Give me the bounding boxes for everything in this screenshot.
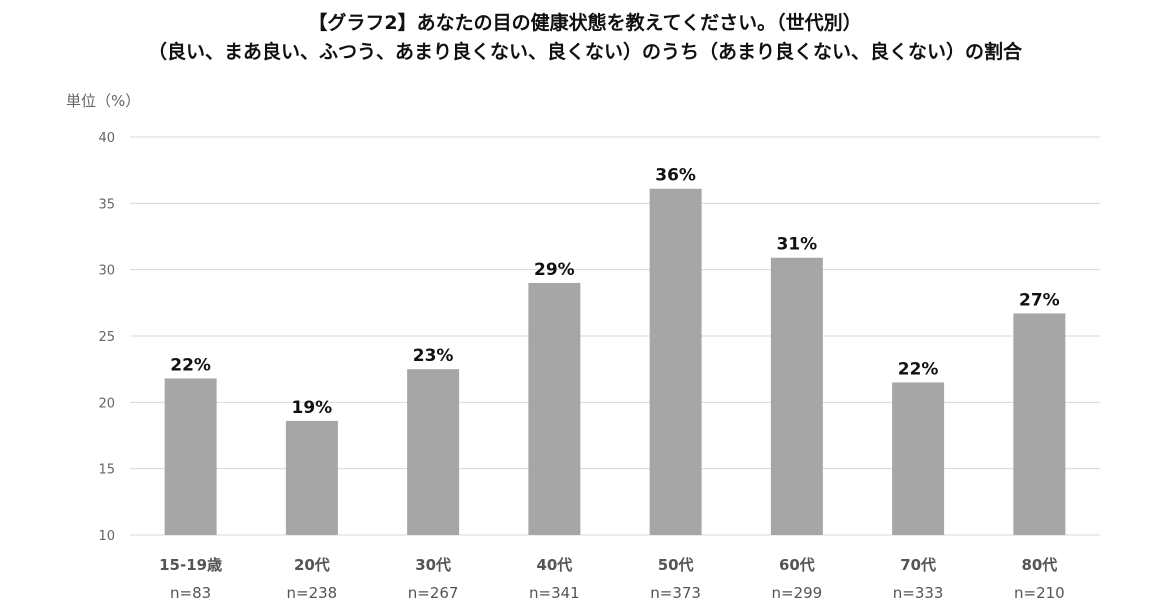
- chart-subtitle: （良い、まあ良い、ふつう、あまり良くない、良くない）のうち（あまり良くない、良く…: [147, 41, 1022, 63]
- data-label: 29%: [534, 260, 575, 280]
- bar: [528, 282, 581, 535]
- data-label: 19%: [292, 398, 333, 418]
- y-tick-label: 10: [98, 529, 115, 544]
- y-tick-label: 15: [98, 463, 115, 478]
- bar: [649, 188, 702, 536]
- sample-size-label: n=299: [772, 584, 823, 602]
- data-label: 36%: [655, 166, 696, 186]
- x-tick-label: 40代: [536, 556, 572, 574]
- data-label: 22%: [170, 355, 211, 375]
- x-tick-label: 30代: [415, 556, 451, 574]
- sample-size-label: n=238: [287, 584, 338, 602]
- y-tick-label: 30: [98, 264, 115, 279]
- sample-size-label: n=341: [529, 584, 580, 602]
- sample-size-label: n=373: [650, 584, 701, 602]
- x-tick-label: 70代: [900, 556, 936, 574]
- y-tick-label: 40: [98, 131, 115, 146]
- x-tick-label: 15-19歳: [159, 556, 222, 574]
- y-tick-label: 35: [98, 197, 115, 212]
- bar: [770, 257, 823, 535]
- bar: [407, 369, 460, 535]
- x-tick-label: 20代: [294, 556, 330, 574]
- chart-title: 【グラフ2】あなたの目の健康状態を教えてください。（世代別）: [308, 12, 862, 34]
- bar: [892, 382, 945, 535]
- data-label: 27%: [1019, 290, 1060, 310]
- x-tick-label: 60代: [779, 556, 815, 574]
- bar: [164, 378, 217, 535]
- y-axis-label: 単位（%）: [66, 92, 141, 110]
- bar: [1013, 313, 1066, 535]
- sample-size-label: n=83: [170, 584, 211, 602]
- y-tick-label: 20: [98, 396, 115, 411]
- y-tick-label: 25: [98, 330, 115, 345]
- sample-size-label: n=333: [893, 584, 944, 602]
- data-label: 31%: [777, 235, 818, 255]
- data-label: 23%: [413, 346, 454, 366]
- x-tick-label: 80代: [1021, 556, 1057, 574]
- x-tick-label: 50代: [658, 556, 694, 574]
- sample-size-label: n=210: [1014, 584, 1065, 602]
- sample-size-label: n=267: [408, 584, 459, 602]
- data-label: 22%: [898, 359, 939, 379]
- bar: [285, 420, 338, 535]
